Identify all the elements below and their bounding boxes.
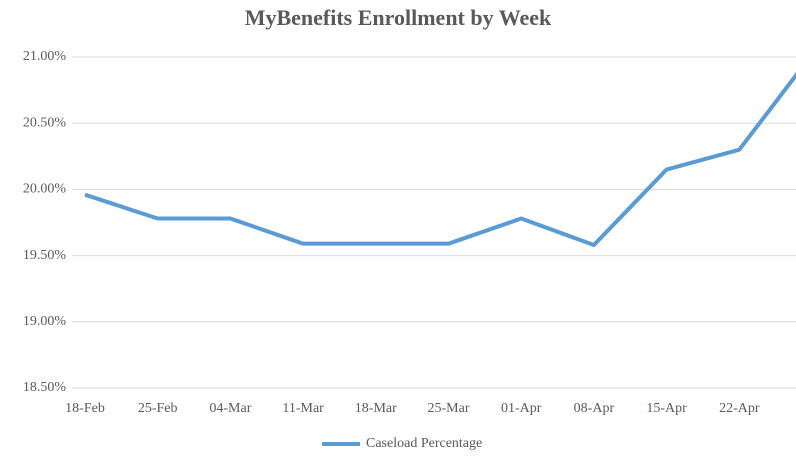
legend-label: Caseload Percentage: [366, 436, 482, 451]
x-tick-label: 15-Apr: [646, 401, 687, 416]
x-tick-label: 08-Apr: [574, 401, 615, 416]
x-tick-label: 22-Apr: [719, 401, 760, 416]
y-tick-label: 19.50%: [23, 248, 67, 263]
y-tick-label: 19.00%: [23, 314, 67, 329]
x-tick-label: 25-Mar: [428, 401, 470, 416]
x-tick-label: 18-Feb: [65, 401, 105, 416]
x-tick-label: 01-Apr: [501, 401, 542, 416]
x-tick-label: 04-Mar: [209, 401, 251, 416]
y-tick-label: 20.00%: [23, 182, 67, 197]
x-tick-label: 11-Mar: [282, 401, 324, 416]
x-tick-label: 18-Mar: [355, 401, 397, 416]
data-line: [84, 72, 796, 248]
y-tick-label: 21.00%: [23, 49, 67, 64]
x-tick-label: 25-Feb: [138, 401, 178, 416]
y-tick-label: 20.50%: [23, 115, 67, 130]
y-tick-label: 18.50%: [23, 380, 67, 395]
chart-title: MyBenefits Enrollment by Week: [245, 5, 552, 30]
